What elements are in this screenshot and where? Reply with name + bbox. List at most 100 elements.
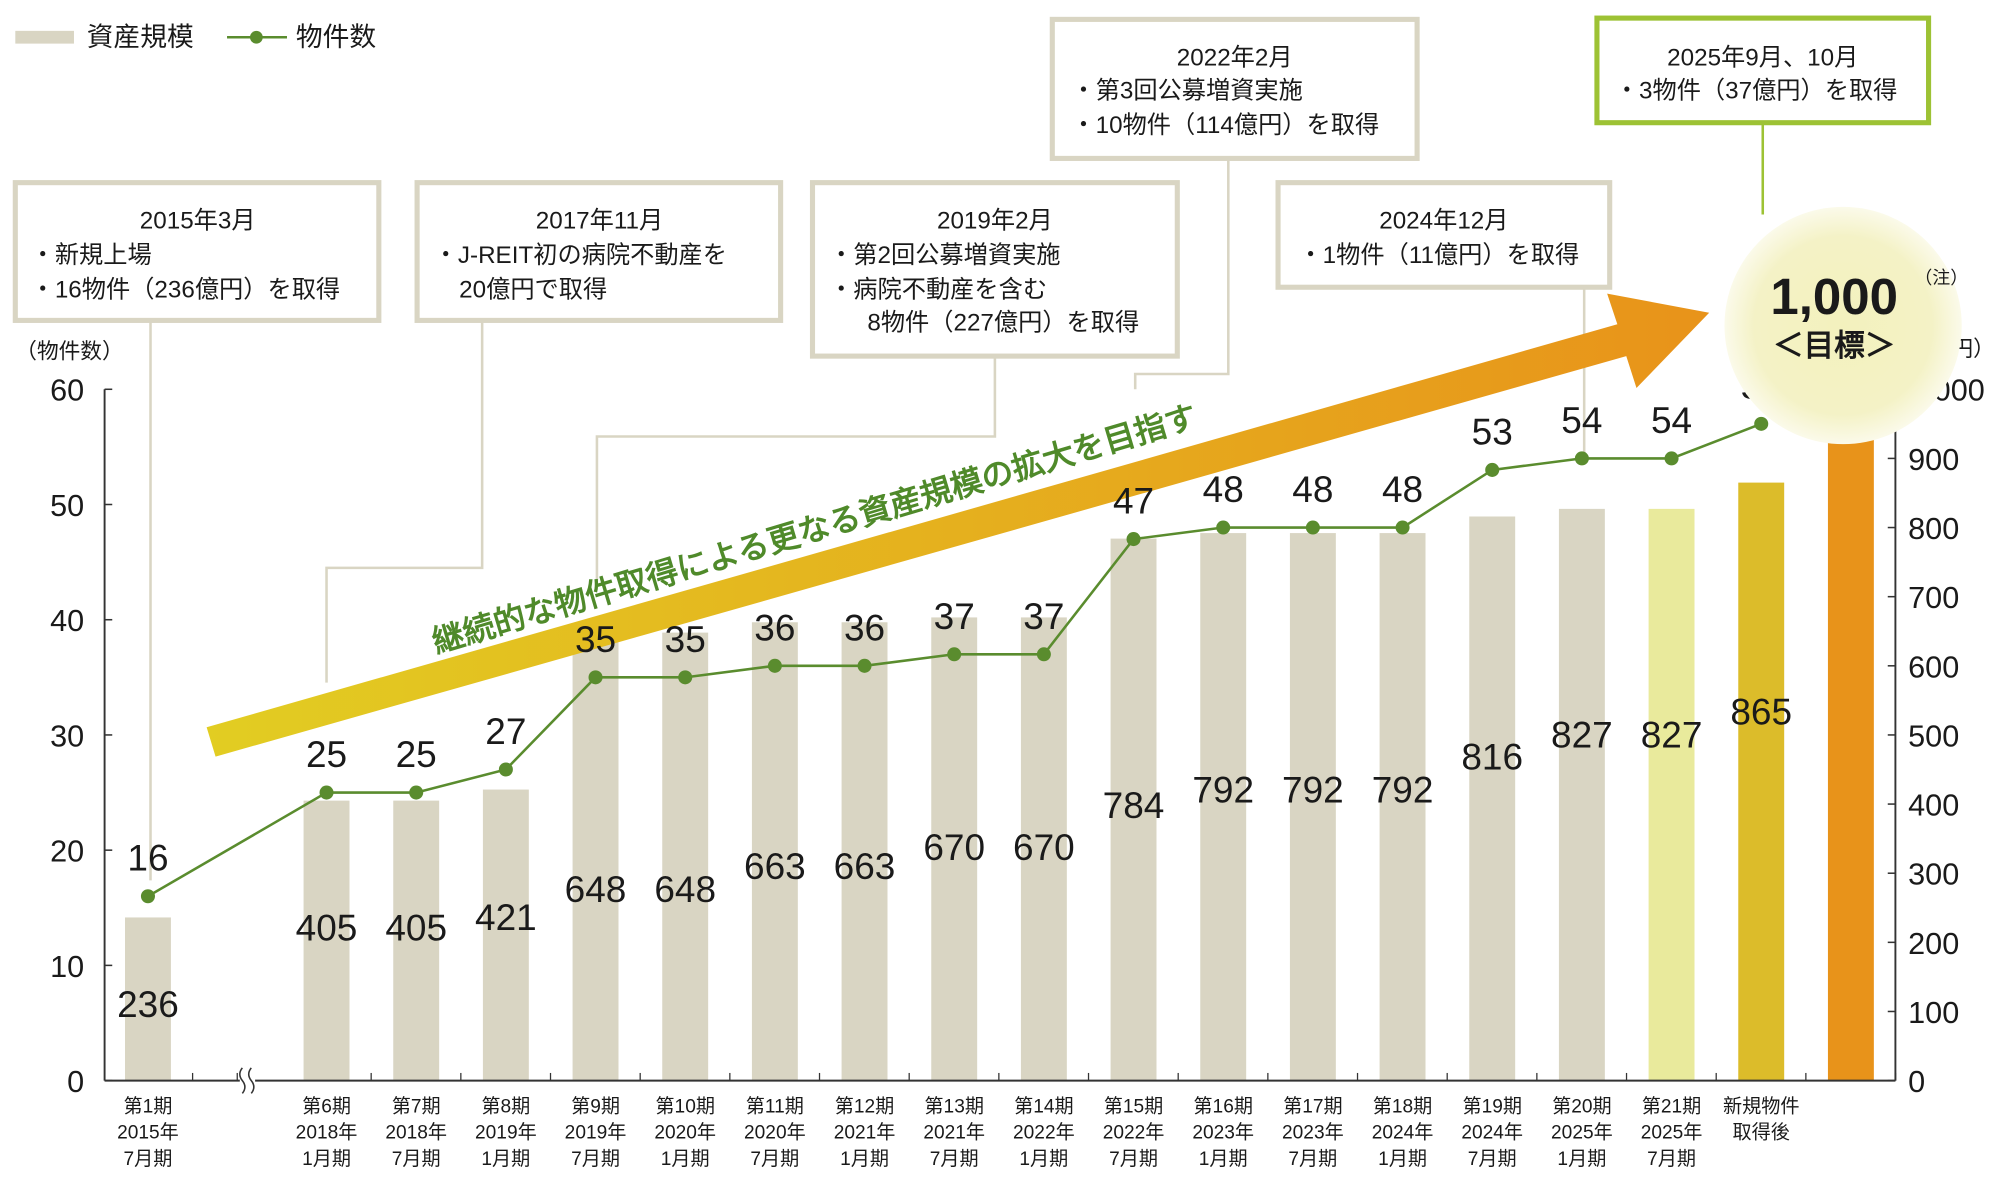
legend-bar-label: 資産規模 (87, 22, 194, 52)
svg-text:20億円で取得: 20億円で取得 (459, 276, 607, 303)
bar-series: 236 405 405 421 648 648 663 663 670 670 784 792 792 7… (117, 389, 1874, 1081)
bar-value-label: 648 (565, 869, 627, 910)
x-tick-label: 2019年 (565, 1122, 627, 1144)
bar-value-label: 405 (385, 907, 447, 948)
x-tick-label: 1月期 (1199, 1148, 1248, 1170)
axis-break-icon (239, 1067, 246, 1094)
bar (841, 622, 888, 1081)
x-tick-label: 7月期 (124, 1148, 173, 1170)
count-point (1574, 451, 1589, 466)
x-tick-label: 第10期 (655, 1095, 715, 1117)
x-tick-label: 第9期 (571, 1095, 620, 1117)
x-tick-label: 1月期 (1378, 1148, 1427, 1170)
bar (125, 917, 171, 1081)
x-tick-label: 2022年 (1103, 1122, 1165, 1144)
svg-text:・J-REIT初の病院不動産を: ・J-REIT初の病院不動産を (434, 242, 727, 269)
x-tick-label: 2021年 (834, 1122, 896, 1144)
x-tick-label: 2015年 (117, 1122, 179, 1144)
count-point (140, 889, 155, 904)
x-tick-label: 第18期 (1373, 1095, 1433, 1117)
count-point (947, 647, 962, 662)
x-tick-label: 7月期 (1288, 1148, 1337, 1170)
bar-value-label: 784 (1103, 785, 1165, 826)
target-label: ＜目標＞ (1773, 329, 1895, 363)
x-tick-label: 2020年 (744, 1122, 806, 1144)
bar-value-label: 663 (744, 846, 806, 887)
annotation-leaders (149, 122, 1765, 881)
x-tick-label: 第1期 (124, 1095, 173, 1117)
right-tick-label: 500 (1908, 719, 1959, 753)
count-point (1664, 451, 1679, 466)
bar (1110, 538, 1157, 1081)
count-value-label: 36 (754, 607, 795, 648)
x-tick-label: 第21期 (1642, 1095, 1702, 1117)
bar-value-label: 421 (475, 897, 537, 938)
bar (1558, 508, 1605, 1081)
x-tick-label: 7月期 (1109, 1148, 1158, 1170)
x-tick-label: 2024年 (1461, 1122, 1523, 1144)
left-tick-label: 10 (50, 950, 84, 984)
axis-break-icon (247, 1067, 255, 1094)
x-tick-label: 第8期 (481, 1095, 530, 1117)
count-value-label: 25 (306, 734, 347, 775)
right-tick-label: 100 (1908, 996, 1959, 1030)
bar (1289, 533, 1336, 1081)
legend-line-label: 物件数 (296, 22, 376, 52)
left-tick-label: 20 (50, 835, 84, 869)
annotation-2022-02: 2022年2月 ・第3回公募増資実施 ・10物件（114億円）を取得 (1049, 16, 1420, 161)
x-tick-label: 取得後 (1733, 1122, 1790, 1144)
x-tick-label: 2021年 (923, 1122, 985, 1144)
bar-value-label: 670 (1013, 827, 1075, 868)
count-value-label: 48 (1203, 469, 1244, 510)
x-tick-label: 第19期 (1462, 1095, 1522, 1117)
x-tick-label: 第15期 (1104, 1095, 1164, 1117)
count-point (1485, 462, 1500, 477)
svg-text:・病院不動産を含む: ・病院不動産を含む (829, 276, 1047, 303)
count-value-label: 54 (1651, 400, 1692, 441)
right-tick-label: 600 (1908, 650, 1959, 684)
count-value-label: 47 (1113, 481, 1154, 522)
x-tick-label: 7月期 (392, 1148, 441, 1170)
svg-text:2025年9月、10月: 2025年9月、10月 (1667, 44, 1858, 71)
right-tick-label: 700 (1908, 581, 1959, 615)
bar-value-label: 792 (1192, 770, 1254, 811)
count-point (1305, 520, 1320, 535)
x-tick-label: 第7期 (392, 1095, 441, 1117)
svg-text:2015年3月: 2015年3月 (140, 208, 256, 235)
x-tick-label: 1月期 (840, 1148, 889, 1170)
bar (751, 622, 798, 1081)
left-tick-label: 30 (50, 719, 84, 753)
x-tick-label: 7月期 (1647, 1148, 1696, 1170)
x-tick-label: 2025年 (1551, 1122, 1613, 1144)
x-tick-label: 第20期 (1552, 1095, 1612, 1117)
x-tick-label: 第16期 (1193, 1095, 1253, 1117)
axis-break-gap (239, 1070, 256, 1091)
count-line (147, 422, 1762, 898)
count-point (498, 762, 513, 777)
x-tick-label: 2020年 (654, 1122, 716, 1144)
bar-value-label: 792 (1372, 770, 1434, 811)
x-tick-label: 2023年 (1192, 1122, 1254, 1144)
annotation-2015-03: 2015年3月 ・新規上場 ・16物件（236億円）を取得 (12, 180, 382, 323)
bar (1020, 617, 1067, 1081)
annotation-2019-02: 2019年2月 ・第2回公募増資実施 ・病院不動産を含む 8物件（227億円）を… (809, 180, 1180, 359)
bar (1648, 508, 1695, 1081)
count-point (857, 658, 872, 673)
x-tick-label: 第12期 (835, 1095, 895, 1117)
bar-value-label: 865 (1730, 692, 1792, 733)
x-tick-label: 1月期 (1019, 1148, 1068, 1170)
count-point (409, 785, 424, 800)
x-tick-label: 1月期 (302, 1148, 351, 1170)
count-value-label: 53 (1472, 411, 1513, 452)
bar (1200, 533, 1247, 1081)
bar (1379, 533, 1426, 1081)
count-value-label: 54 (1561, 400, 1602, 441)
svg-text:2024年12月: 2024年12月 (1379, 208, 1508, 235)
bar (662, 632, 709, 1081)
bar (1827, 389, 1874, 1081)
x-tick-label: 新規物件 (1723, 1095, 1800, 1117)
svg-text:・10物件（114億円）を取得: ・10物件（114億円）を取得 (1071, 112, 1379, 139)
bar (303, 800, 350, 1081)
left-tick-label: 50 (50, 489, 84, 523)
